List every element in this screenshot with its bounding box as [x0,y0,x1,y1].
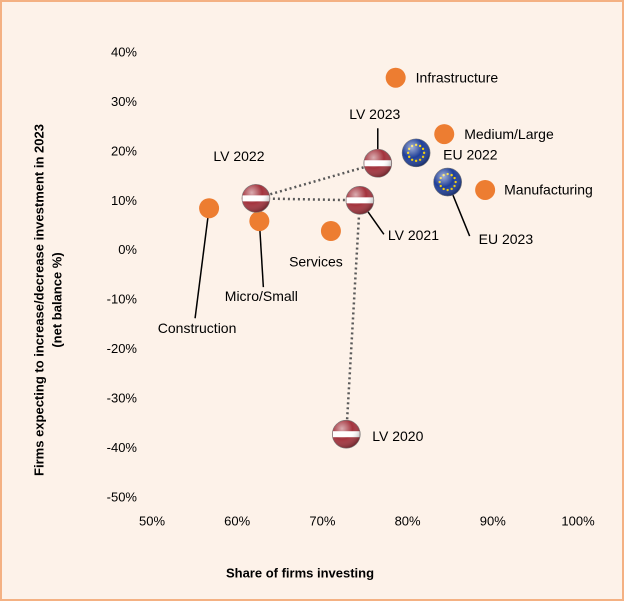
y-tick-label: 20% [111,143,137,158]
point [199,198,220,219]
point-label: LV 2021 [388,227,439,243]
point [385,67,406,88]
point [320,221,341,241]
x-tick-label: 60% [224,513,250,528]
x-axis-title: Share of firms investing [226,565,374,580]
point-sheen [433,167,462,197]
y-tick-label: -40% [107,440,138,455]
point-label: Infrastructure [416,69,499,85]
y-tick-label: 10% [111,193,137,208]
point [475,179,496,200]
x-tick-label: 100% [561,513,595,528]
connector [345,200,362,435]
point-label: Manufacturing [504,182,593,198]
leader-line [194,208,210,319]
y-tick-label: -20% [107,341,138,356]
point-label: LV 2023 [349,106,400,122]
point [434,124,455,145]
x-tick-label: 80% [395,513,421,528]
point-label: Micro/Small [225,288,298,304]
y-tick-label: -50% [107,489,138,504]
point [345,186,375,215]
point [249,211,270,232]
y-tick-label: -10% [107,292,138,307]
point [249,211,270,232]
point [199,198,220,219]
x-tick-label: 50% [139,513,165,528]
point-sheen [241,184,271,213]
y-axis-title: Firms expecting to increase/decrease inv… [31,124,46,476]
x-tick-label: 70% [309,513,335,528]
point [363,148,393,178]
point-label: Medium/Large [464,126,554,142]
point-sheen [401,138,431,168]
point-label: EU 2023 [479,231,534,247]
connector [255,162,379,200]
point [433,167,462,197]
y-tick-label: 30% [111,94,137,109]
point [241,184,271,213]
point-label: Services [289,254,343,270]
point [331,419,361,449]
point-label: EU 2022 [443,147,498,163]
leader-line [258,221,265,288]
point-sheen [345,186,375,215]
point-label: LV 2020 [372,428,423,444]
point [434,124,455,145]
point-label: Construction [158,320,237,336]
y-axis-title: (net balance %) [49,252,64,347]
x-tick-label: 90% [480,513,506,528]
y-tick-label: -30% [107,391,138,406]
point [385,67,406,88]
y-tick-label: 0% [118,242,137,257]
y-tick-label: 40% [111,44,137,59]
point-sheen [331,419,361,449]
point [475,179,496,200]
connector [255,197,360,202]
point [401,138,431,168]
point [320,221,341,241]
point-sheen [363,148,393,178]
point-label: LV 2022 [213,148,264,164]
